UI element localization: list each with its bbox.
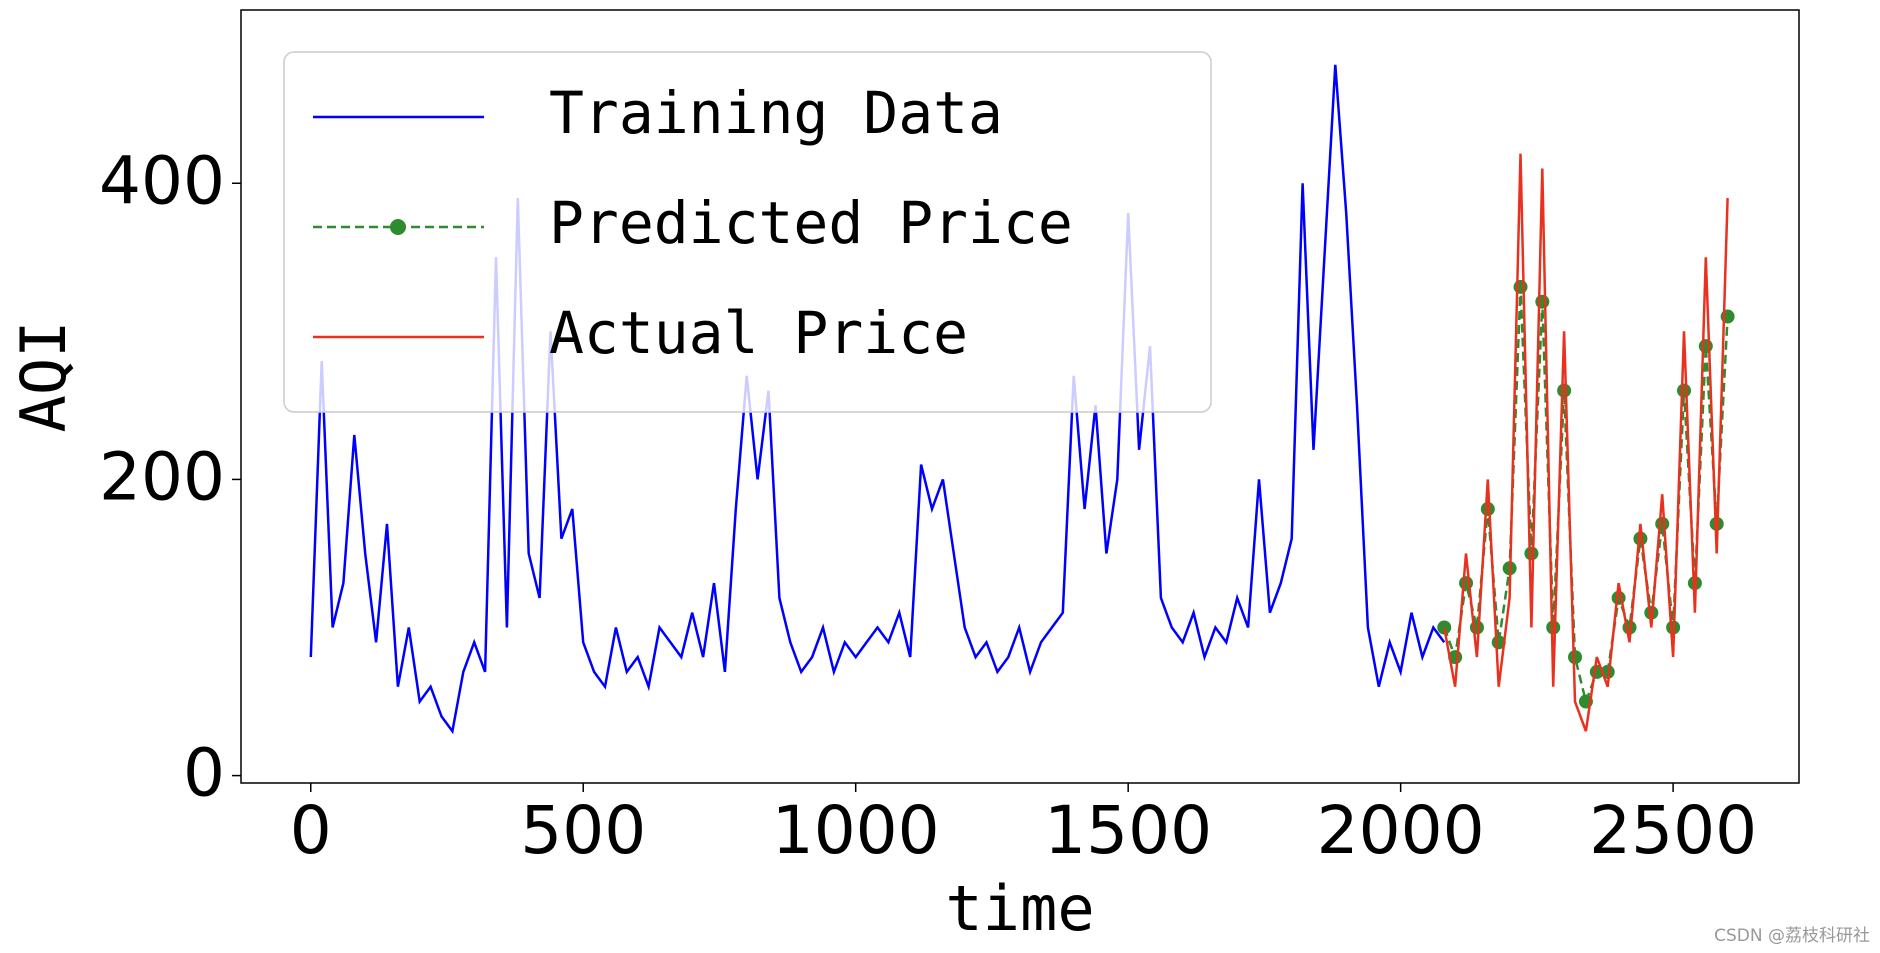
series-marker (1633, 531, 1648, 546)
x-tick-label: 500 (520, 792, 646, 869)
legend-marker (390, 219, 406, 235)
series-marker (1568, 650, 1583, 665)
x-tick-label: 1500 (1044, 792, 1212, 869)
series-marker (1677, 383, 1692, 398)
series-marker (1513, 279, 1528, 294)
x-tick-label: 0 (290, 792, 332, 869)
x-tick-label: 1000 (772, 792, 940, 869)
axes-frame (240, 9, 1800, 784)
legend-box (283, 51, 1212, 413)
plot-area (309, 64, 1735, 735)
watermark: CSDN @荔枝科研社 (1714, 926, 1870, 946)
series-marker (1459, 576, 1474, 591)
y-tick-label: 0 (183, 735, 225, 812)
legend-label: Predicted Price (549, 189, 1073, 257)
y-tick-label: 200 (99, 438, 225, 515)
series-marker (1546, 620, 1561, 635)
series-marker (1524, 546, 1539, 561)
series-marker (1655, 516, 1670, 531)
series-marker (1480, 502, 1495, 517)
legend-label: Training Data (549, 79, 1003, 147)
series-line (1442, 153, 1729, 732)
legend: Training Data Predicted Price Actual Price (283, 51, 1212, 413)
x-tick-label: 2500 (1589, 792, 1757, 869)
y-tick-label: 400 (99, 142, 225, 219)
series-marker (1557, 383, 1572, 398)
series-marker (1535, 294, 1550, 309)
legend-label: Actual Price (549, 299, 968, 367)
y-axis-label: AQI (7, 321, 80, 433)
x-axis-label: time (945, 872, 1094, 945)
x-tick-label: 2000 (1317, 792, 1485, 869)
series-marker (1698, 339, 1713, 354)
